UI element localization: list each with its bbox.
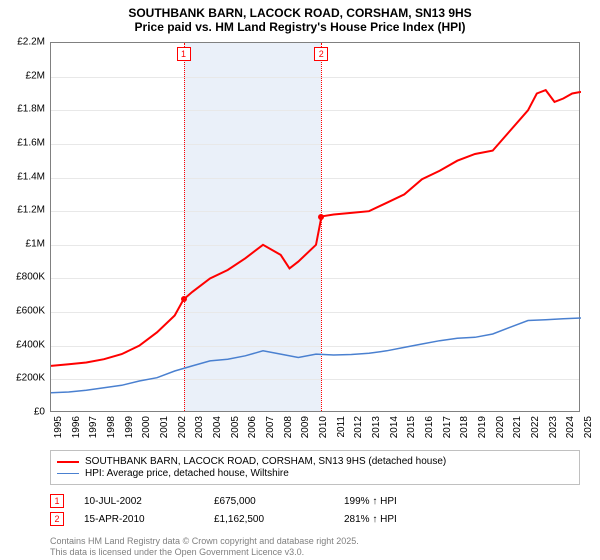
legend-item: HPI: Average price, detached house, Wilt… <box>57 468 573 479</box>
sale-date: 15-APR-2010 <box>84 514 214 525</box>
x-axis-tick-label: 2021 <box>512 416 523 438</box>
y-axis-tick-label: £1M <box>26 238 45 249</box>
x-axis-tick-label: 2007 <box>265 416 276 438</box>
x-axis-tick-label: 2016 <box>424 416 435 438</box>
y-axis-tick-label: £1.8M <box>17 104 45 115</box>
x-axis-tick-label: 2014 <box>389 416 400 438</box>
legend-label: SOUTHBANK BARN, LACOCK ROAD, CORSHAM, SN… <box>85 456 446 467</box>
x-axis-tick-label: 1996 <box>71 416 82 438</box>
title-line-1: SOUTHBANK BARN, LACOCK ROAD, CORSHAM, SN… <box>0 6 600 20</box>
chart-legend: SOUTHBANK BARN, LACOCK ROAD, CORSHAM, SN… <box>50 450 580 485</box>
y-axis-tick-label: £1.4M <box>17 171 45 182</box>
x-axis-tick-label: 2025 <box>583 416 594 438</box>
y-axis-tick-label: £400K <box>16 339 45 350</box>
legend-item: SOUTHBANK BARN, LACOCK ROAD, CORSHAM, SN… <box>57 456 573 467</box>
y-axis-tick-label: £2.2M <box>17 37 45 48</box>
y-axis-tick-label: £600K <box>16 306 45 317</box>
sale-dot <box>181 296 187 302</box>
x-axis-tick-label: 2019 <box>477 416 488 438</box>
y-axis-tick-label: £1.2M <box>17 205 45 216</box>
legend-swatch <box>57 473 79 474</box>
footer-line-1: Contains HM Land Registry data © Crown c… <box>50 536 580 547</box>
legend-swatch <box>57 461 79 463</box>
sale-hpi-pct: 199% ↑ HPI <box>344 496 474 507</box>
sale-dot <box>318 214 324 220</box>
x-axis-tick-label: 2008 <box>283 416 294 438</box>
legend-label: HPI: Average price, detached house, Wilt… <box>85 468 289 479</box>
x-axis-tick-label: 2002 <box>177 416 188 438</box>
x-axis-tick-label: 2011 <box>336 416 347 438</box>
y-axis-tick-label: £0 <box>34 407 45 418</box>
chart-plot-area: 12 <box>50 42 580 412</box>
sale-annotation-marker: 2 <box>50 512 64 526</box>
series-line <box>51 90 581 366</box>
x-axis-tick-label: 1999 <box>124 416 135 438</box>
x-axis-tick-label: 2013 <box>371 416 382 438</box>
x-axis-tick-label: 2022 <box>530 416 541 438</box>
footer-text: Contains HM Land Registry data © Crown c… <box>50 536 580 558</box>
x-axis-tick-label: 1998 <box>106 416 117 438</box>
x-axis-tick-label: 2000 <box>141 416 152 438</box>
x-axis-tick-label: 1995 <box>53 416 64 438</box>
sale-annotation-marker: 1 <box>50 494 64 508</box>
y-axis-tick-label: £800K <box>16 272 45 283</box>
x-axis-tick-label: 2009 <box>300 416 311 438</box>
x-axis-tick-label: 1997 <box>88 416 99 438</box>
y-axis-tick-label: £2M <box>26 70 45 81</box>
x-axis-tick-label: 2023 <box>548 416 559 438</box>
y-axis-tick-label: £1.6M <box>17 137 45 148</box>
x-axis-tick-label: 2017 <box>442 416 453 438</box>
x-axis-tick-label: 2006 <box>247 416 258 438</box>
x-axis-tick-label: 2010 <box>318 416 329 438</box>
sale-price: £1,162,500 <box>214 514 344 525</box>
title-line-2: Price paid vs. HM Land Registry's House … <box>0 20 600 34</box>
sale-date: 10-JUL-2002 <box>84 496 214 507</box>
x-axis-tick-label: 2004 <box>212 416 223 438</box>
x-axis-tick-label: 2003 <box>194 416 205 438</box>
x-axis-tick-label: 2012 <box>353 416 364 438</box>
x-axis-tick-label: 2005 <box>230 416 241 438</box>
x-axis-tick-label: 2018 <box>459 416 470 438</box>
x-axis-tick-label: 2015 <box>406 416 417 438</box>
sale-annotation-row: 2 15-APR-2010£1,162,500281% ↑ HPI <box>50 512 580 526</box>
chart-title-block: SOUTHBANK BARN, LACOCK ROAD, CORSHAM, SN… <box>0 0 600 34</box>
x-axis-tick-label: 2020 <box>495 416 506 438</box>
x-axis-tick-label: 2024 <box>565 416 576 438</box>
sale-annotation-row: 1 10-JUL-2002£675,000199% ↑ HPI <box>50 494 580 508</box>
y-axis-tick-label: £200K <box>16 373 45 384</box>
chart-lines <box>51 43 581 413</box>
series-line <box>51 318 581 393</box>
footer-line-2: This data is licensed under the Open Gov… <box>50 547 580 558</box>
sale-hpi-pct: 281% ↑ HPI <box>344 514 474 525</box>
x-axis-tick-label: 2001 <box>159 416 170 438</box>
sale-price: £675,000 <box>214 496 344 507</box>
